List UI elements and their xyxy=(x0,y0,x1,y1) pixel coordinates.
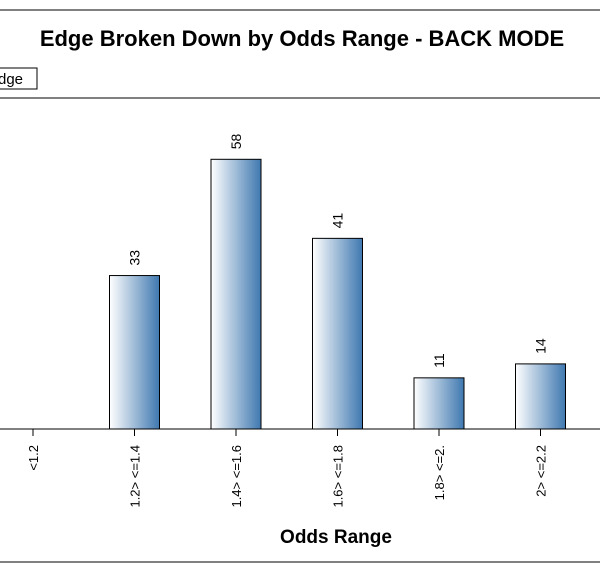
x-tick-label: <1.2 xyxy=(26,445,41,471)
bar-data-label: 33 xyxy=(127,250,143,266)
legend-box xyxy=(0,67,38,90)
bar xyxy=(413,377,465,430)
bar xyxy=(312,237,363,430)
bar xyxy=(515,363,566,430)
bar xyxy=(210,158,262,430)
legend-label: dge xyxy=(0,71,23,88)
bar-data-label: 41 xyxy=(330,213,346,229)
bar-data-label: 14 xyxy=(533,338,549,354)
x-axis-title: Odds Range xyxy=(280,527,392,548)
chart-title: Edge Broken Down by Odds Range - BACK MO… xyxy=(40,26,564,51)
bar-data-label: 58 xyxy=(228,134,244,150)
bar-data-label: 11 xyxy=(431,353,447,368)
bar xyxy=(109,275,160,430)
x-tick-label: 2> <=2.2 xyxy=(534,445,549,497)
x-tick-label: 1.4> <=1.6 xyxy=(229,445,244,508)
x-tick-label: 1.2> <=1.4 xyxy=(128,445,143,508)
x-tick-label: 1.6> <=1.8 xyxy=(331,445,346,508)
x-tick-label: 1.8> <=2. xyxy=(432,445,447,500)
